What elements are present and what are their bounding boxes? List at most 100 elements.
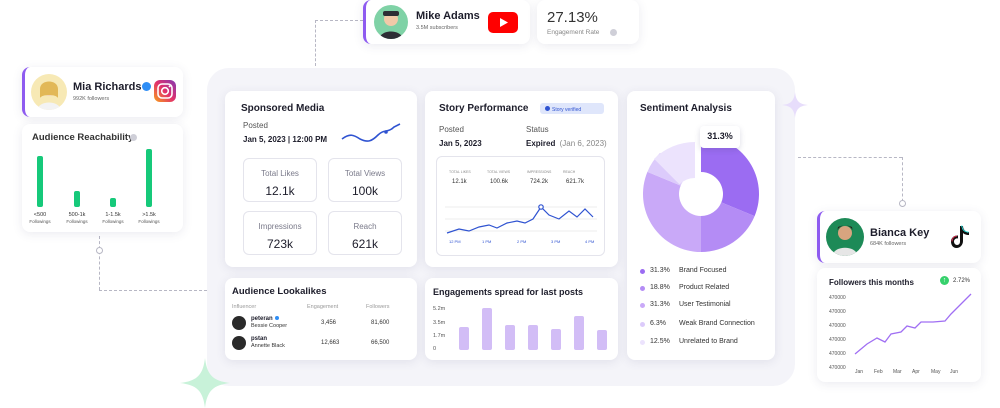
- handle-text: pstan: [251, 336, 268, 342]
- posted-label: Posted: [243, 121, 268, 130]
- mia-richards-card[interactable]: Mia Richards 992K followers: [22, 67, 183, 117]
- card-title: Sentiment Analysis: [640, 103, 732, 114]
- donut-slice: [643, 171, 701, 252]
- bianca-key-card[interactable]: Bianca Key 684K followers: [817, 211, 981, 263]
- sparkline: [341, 123, 401, 142]
- column-header: Followers: [366, 304, 390, 310]
- story-chart-box: [436, 156, 605, 256]
- stat-value: 100.6k: [490, 179, 509, 185]
- connector-line: [99, 236, 100, 290]
- legend-bullet: [640, 286, 645, 291]
- card-title: Followers this months: [829, 278, 914, 287]
- metric-box: Total Likes 12.1k: [243, 158, 317, 202]
- bar-sublabel: Followings: [102, 219, 124, 224]
- x-tick-label: 1 PM: [482, 239, 492, 244]
- metric-label: Impressions: [258, 222, 302, 231]
- stat-value: 12.1k: [452, 179, 467, 185]
- youtube-icon[interactable]: [488, 12, 518, 33]
- engagement-bar: [551, 329, 561, 350]
- y-tick-label: 470000: [829, 365, 846, 371]
- stat-value: 724.2k: [530, 179, 549, 185]
- posted-value: Jan 5, 2023 | 12:00 PM: [243, 135, 328, 144]
- legend-name: Weak Brand Connection: [679, 320, 755, 327]
- legend-pct: 12.5%: [650, 338, 670, 345]
- subscriber-count: 3.5M subscribers: [416, 25, 458, 31]
- legend-item: 31.3% User Testimonial: [640, 301, 770, 311]
- engagement-bar: [459, 327, 469, 350]
- posted-value: Jan 5, 2023: [439, 139, 482, 148]
- info-icon[interactable]: [130, 134, 137, 141]
- avatar: [232, 316, 246, 330]
- influencer-handle[interactable]: peteran: [251, 316, 279, 322]
- x-tick-label: Mar: [893, 369, 902, 375]
- influencer-fullname: Bessie Cooper: [251, 323, 288, 329]
- metric-label: Reach: [353, 222, 377, 231]
- bar-sublabel: Followings: [29, 219, 51, 224]
- engagement-value: 12,663: [321, 340, 340, 346]
- legend-item: 6.3% Weak Brand Connection: [640, 320, 770, 330]
- legend-bullet: [640, 269, 645, 274]
- bar-label: 1-1.5k: [105, 212, 121, 218]
- legend-pct: 18.8%: [650, 284, 670, 291]
- sentiment-donut-chart: [643, 136, 759, 252]
- connector-line: [315, 20, 363, 21]
- status-label: Status: [526, 125, 549, 134]
- legend-pct: 31.3%: [650, 267, 670, 274]
- x-tick-label: Apr: [912, 369, 920, 375]
- verified-icon: [142, 82, 151, 91]
- follower-count: 684K followers: [870, 241, 907, 247]
- bar-sublabel: Followings: [66, 219, 88, 224]
- verified-icon: [274, 316, 279, 320]
- tiktok-icon[interactable]: [950, 225, 970, 249]
- legend-name: User Testimonial: [679, 301, 731, 308]
- follower-count: 992K followers: [73, 96, 110, 102]
- x-tick-label: 2 PM: [517, 239, 527, 244]
- y-tick-label: 3.5m: [433, 320, 446, 326]
- engagements-spread-card: Engagements spread for last posts 5.2m 3.…: [425, 278, 618, 360]
- x-tick-label: 4 PM: [585, 239, 595, 244]
- bar-label: >1.5k: [142, 212, 156, 218]
- verified-icon: [545, 106, 550, 111]
- bar-label: <500: [33, 212, 47, 218]
- legend-bullet: [640, 340, 645, 345]
- connector-line: [798, 157, 902, 158]
- posted-label: Posted: [439, 125, 464, 134]
- y-tick-label: 470000: [829, 323, 846, 329]
- donut-callout: 31.3%: [700, 126, 740, 148]
- y-tick-label: 470000: [829, 295, 846, 301]
- sparkle-icon: [180, 358, 230, 408]
- x-tick-label: 3 PM: [551, 239, 561, 244]
- story-line-chart: [445, 204, 597, 234]
- metric-box: Impressions 723k: [243, 211, 317, 255]
- engagement-bar: [482, 308, 492, 350]
- mike-adams-card[interactable]: Mike Adams 3.5M subscribers: [363, 0, 530, 44]
- reach-bar: [74, 191, 80, 207]
- legend-bullet: [640, 322, 645, 327]
- x-tick-label: Feb: [874, 369, 883, 375]
- status-date: (Jan 6, 2023): [559, 139, 607, 148]
- engagement-bar: [574, 316, 584, 350]
- sparkle-icon: [782, 92, 808, 118]
- influencer-name: Mike Adams: [416, 10, 480, 22]
- avatar: [826, 218, 864, 256]
- audience-reachability-card: Audience Reachability <500 Followings 500-…: [22, 124, 183, 232]
- handle-text: peteran: [251, 316, 273, 322]
- followers-value: 66,500: [371, 340, 390, 346]
- legend-name: Product Related: [679, 284, 730, 291]
- status-value: Expired (Jan 6, 2023): [526, 139, 607, 148]
- stat-value: 621.7k: [566, 179, 585, 185]
- instagram-icon[interactable]: [154, 80, 176, 102]
- reach-bar: [110, 198, 116, 207]
- legend-name: Unrelated to Brand: [679, 338, 738, 345]
- influencer-handle[interactable]: pstan: [251, 336, 267, 342]
- avatar: [374, 5, 408, 39]
- metric-box: Reach 621k: [328, 211, 402, 255]
- sponsored-media-card: Sponsored Media Posted Jan 5, 2023 | 12:…: [225, 91, 417, 267]
- legend-item: 31.3% Brand Focused: [640, 267, 770, 277]
- connector-dot: [899, 200, 906, 207]
- stat-label: REACH: [563, 170, 576, 174]
- metric-value: 12.1k: [265, 184, 295, 198]
- avatar: [232, 336, 246, 350]
- info-icon[interactable]: [610, 29, 617, 36]
- legend-pct: 31.3%: [650, 301, 670, 308]
